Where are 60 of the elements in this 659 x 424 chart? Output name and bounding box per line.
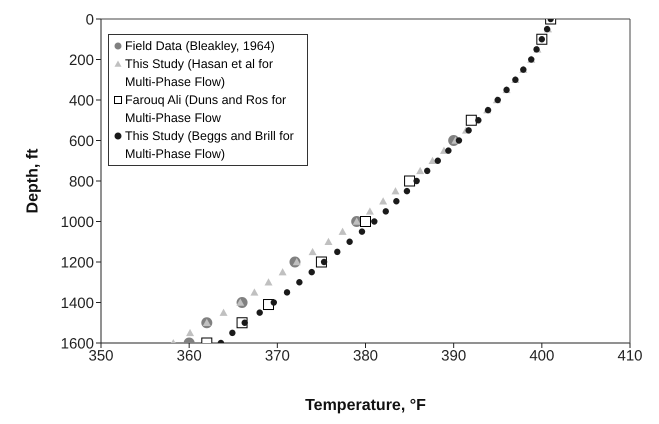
legend-label: This Study (Beggs and Brill for Multi-Phase Flow) xyxy=(125,128,295,163)
y-axis-title: Depth, ft xyxy=(24,148,42,214)
point xyxy=(202,318,211,326)
point xyxy=(465,127,472,134)
point xyxy=(220,308,228,316)
point xyxy=(475,117,482,124)
y-tick-label: 0 xyxy=(86,11,94,28)
point xyxy=(338,228,347,235)
point xyxy=(428,156,437,164)
point xyxy=(360,216,371,227)
point xyxy=(416,166,424,174)
y-tick-label: 1200 xyxy=(60,254,94,272)
point xyxy=(382,208,389,215)
point xyxy=(379,197,388,204)
point xyxy=(256,309,263,316)
point xyxy=(229,330,236,336)
point xyxy=(278,268,287,276)
y-tick-label: 800 xyxy=(68,173,94,190)
legend-label: This Study (Hasan et al for Multi-Phase Flow) xyxy=(125,56,274,91)
y-tick-label: 400 xyxy=(68,92,94,110)
x-tick-label: 370 xyxy=(264,348,290,365)
point xyxy=(264,278,273,286)
point xyxy=(424,168,430,174)
point xyxy=(371,218,378,225)
point xyxy=(413,178,420,184)
y-tick-label: 1000 xyxy=(60,214,94,231)
legend-label: Field Data (Bleakley, 1964) xyxy=(125,38,275,55)
y-tick-label: 1400 xyxy=(60,294,94,312)
point xyxy=(270,299,278,306)
x-axis-title: Temperature, °F xyxy=(305,397,426,414)
point xyxy=(284,289,290,296)
point xyxy=(186,328,194,336)
point xyxy=(296,279,303,286)
x-tick-label: 360 xyxy=(176,348,202,365)
point xyxy=(404,188,410,194)
point xyxy=(324,238,332,245)
point xyxy=(346,238,353,245)
point xyxy=(393,198,400,204)
point xyxy=(358,228,366,235)
y-tick-label: 200 xyxy=(68,52,94,69)
point xyxy=(334,248,340,256)
point xyxy=(366,207,374,215)
legend-label: Farouq Ali (Duns and Ros for Multi-Phase Flow xyxy=(125,92,288,127)
point xyxy=(434,158,441,164)
x-tick-label: 400 xyxy=(529,348,554,365)
point xyxy=(466,114,477,126)
point xyxy=(292,258,301,266)
point xyxy=(308,268,315,276)
x-tick-label: 390 xyxy=(441,348,466,365)
x-tick-label: 380 xyxy=(352,348,378,365)
point xyxy=(308,248,317,256)
y-tick-label: 600 xyxy=(68,132,94,150)
point xyxy=(391,187,400,194)
point xyxy=(404,176,416,186)
point xyxy=(236,298,244,306)
x-tick-label: 350 xyxy=(88,348,114,365)
x-tick-label: 410 xyxy=(617,348,643,365)
point xyxy=(456,137,462,144)
point xyxy=(250,288,258,296)
point xyxy=(445,147,452,154)
